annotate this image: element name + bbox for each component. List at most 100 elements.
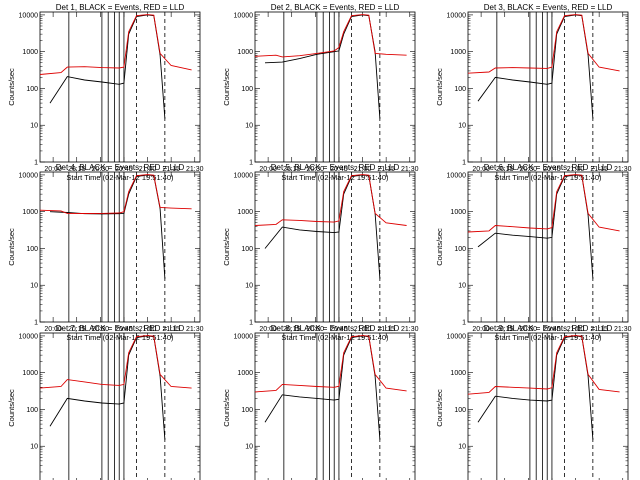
y-tick-label: 1000 xyxy=(450,49,466,56)
plot-frame xyxy=(467,332,629,480)
y-tick-label: 10000 xyxy=(234,333,254,340)
x-tick-label: 21:00 xyxy=(354,326,372,333)
y-tick-label: 1000 xyxy=(237,209,253,216)
series-line-black xyxy=(49,335,166,440)
y-tick-label: 10000 xyxy=(447,333,467,340)
y-tick-label: 1 xyxy=(34,160,38,167)
x-tick-label: 20:00 xyxy=(472,166,490,173)
x-tick-label: 20:15 xyxy=(283,326,301,333)
x-tick-label: 21:30 xyxy=(614,326,632,333)
chart-panel-9: 11010010001000020:0020:1520:3020:4521:00… xyxy=(435,324,629,480)
y-tick-label: 1 xyxy=(34,320,38,327)
series-line-black xyxy=(49,174,166,279)
y-tick-label: 10 xyxy=(245,444,253,451)
chart-panel-5: 1 10 100 1000 10000 20:00 20:15 20:30 20:45 21:00… xyxy=(222,163,419,342)
series-line-black xyxy=(477,335,594,440)
y-tick-label: 100 xyxy=(26,86,38,93)
chart-panel-4: 1 10 100 1000 10000 20:00 20:15 20:30 20:45 21:00… xyxy=(7,163,204,342)
x-tick-label: 21:00 xyxy=(567,326,585,333)
series-line-red xyxy=(467,14,620,74)
y-axis-title: Counts/sec xyxy=(222,389,231,427)
x-axis-title: Start Time (02-Mar-12 19:51:40) xyxy=(281,333,389,342)
x-tick-label: 20:15 xyxy=(496,166,514,173)
series-line-red xyxy=(39,14,192,75)
series-line-red xyxy=(254,14,407,58)
x-tick-label: 21:30 xyxy=(401,326,419,333)
chart-title: Det 5, BLACK = Events, RED = LLD xyxy=(271,163,400,172)
y-tick-label: 100 xyxy=(454,407,466,414)
series-line-black xyxy=(477,14,594,119)
series-line-red xyxy=(39,335,192,389)
x-tick-label: 20:15 xyxy=(68,326,86,333)
y-tick-label: 100 xyxy=(241,246,253,253)
x-tick-label: 20:30 xyxy=(92,326,110,333)
x-tick-label: 21:00 xyxy=(567,166,585,173)
y-tick-label: 10 xyxy=(245,123,253,130)
y-tick-label: 100 xyxy=(241,86,253,93)
y-tick-label: 1000 xyxy=(450,370,466,377)
x-tick-label: 20:45 xyxy=(115,166,133,173)
x-tick-label: 20:45 xyxy=(330,166,348,173)
y-tick-label: 100 xyxy=(241,407,253,414)
series-line-red xyxy=(39,174,192,214)
x-axis-title: Start Time (02-Mar-12 19:51:40) xyxy=(494,333,602,342)
x-tick-label: 21:15 xyxy=(162,166,180,173)
x-tick-label: 21:15 xyxy=(590,166,608,173)
y-axis-title: Counts/sec xyxy=(435,228,444,266)
series-line-red xyxy=(254,174,407,226)
x-tick-label: 20:00 xyxy=(259,326,277,333)
x-axis-title: Start Time (02-Mar-12 19:51:40) xyxy=(66,173,174,182)
y-tick-label: 1 xyxy=(462,320,466,327)
x-tick-label: 20:30 xyxy=(520,166,538,173)
plot-frame xyxy=(467,171,629,323)
y-tick-label: 10 xyxy=(30,123,38,130)
y-tick-label: 10000 xyxy=(234,172,254,179)
plot-frame xyxy=(254,171,416,323)
y-tick-label: 10 xyxy=(30,444,38,451)
x-tick-label: 21:00 xyxy=(354,166,372,173)
y-tick-label: 10000 xyxy=(19,172,39,179)
x-tick-label: 21:15 xyxy=(590,326,608,333)
y-tick-label: 1000 xyxy=(22,370,38,377)
series-line-red xyxy=(254,335,407,393)
x-axis-title: Start Time (02-Mar-12 19:51:40) xyxy=(494,173,602,182)
x-tick-label: 20:30 xyxy=(520,326,538,333)
y-tick-label: 1000 xyxy=(22,209,38,216)
chart-panel-7: 11010010001000020:0020:1520:3020:4521:00… xyxy=(7,324,201,480)
series-line-black xyxy=(264,14,381,119)
y-tick-label: 100 xyxy=(454,86,466,93)
y-axis-title: Counts/sec xyxy=(222,68,231,106)
y-tick-label: 1000 xyxy=(237,49,253,56)
chart-panel-2: 1 10 100 1000 10000 20:00 20:15 20:30 20:45 21:00… xyxy=(222,3,419,182)
chart-title: Det 7, BLACK = Events, RED = LLD xyxy=(56,324,185,333)
series-line-red xyxy=(467,335,620,395)
chart-title: Det 9, BLACK = Events, RED = LLD xyxy=(484,324,613,333)
x-tick-label: 20:30 xyxy=(307,326,325,333)
plot-frame xyxy=(254,11,416,163)
y-tick-label: 1 xyxy=(249,160,253,167)
plot-frame xyxy=(467,11,629,163)
chart-title: Det 1, BLACK = Events, RED = LLD xyxy=(56,3,185,12)
y-tick-label: 1 xyxy=(462,160,466,167)
chart-panel-8: 11010010001000020:0020:1520:3020:4521:00… xyxy=(222,324,416,480)
plot-frame xyxy=(39,171,201,323)
x-tick-label: 21:00 xyxy=(139,326,157,333)
y-tick-label: 10 xyxy=(30,283,38,290)
y-tick-label: 10 xyxy=(458,444,466,451)
plot-frame xyxy=(254,332,416,480)
y-axis-title: Counts/sec xyxy=(222,228,231,266)
x-tick-label: 20:00 xyxy=(472,326,490,333)
x-tick-label: 20:00 xyxy=(44,166,62,173)
chart-panel-6: 1 10 100 1000 10000 20:00 20:15 20:30 20:45 21:00… xyxy=(435,163,632,342)
series-line-black xyxy=(264,174,381,279)
y-axis-title: Counts/sec xyxy=(7,389,16,427)
x-tick-label: 21:00 xyxy=(139,166,157,173)
plot-frame xyxy=(39,11,201,163)
y-axis-title: Counts/sec xyxy=(7,228,16,266)
x-axis-title: Start Time (02-Mar-12 19:51:40) xyxy=(66,333,174,342)
y-tick-label: 10000 xyxy=(234,12,254,19)
x-axis-title: Start Time (02-Mar-12 19:51:40) xyxy=(281,173,389,182)
y-tick-label: 10000 xyxy=(19,12,39,19)
x-tick-label: 20:45 xyxy=(330,326,348,333)
